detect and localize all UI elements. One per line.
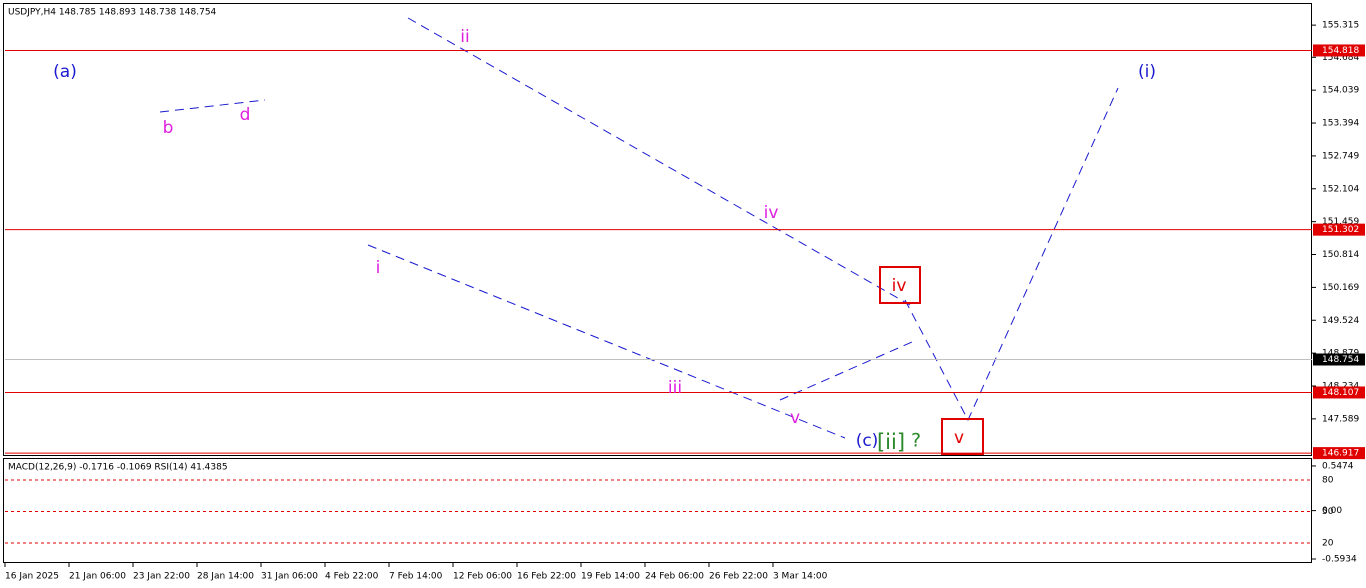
y-tick-label: 150.169 (1322, 283, 1359, 293)
y-tick-label: 150.814 (1322, 250, 1359, 260)
wave-label: iv (892, 276, 907, 296)
wave-label: ? (911, 430, 921, 452)
x-tick-label: 28 Jan 14:00 (197, 572, 254, 582)
y-tick-label: 152.749 (1322, 151, 1359, 161)
wave-label: (i) (1138, 62, 1156, 82)
y-tick-label: 151.459 (1322, 217, 1359, 227)
wave-label: ii (460, 27, 469, 47)
price-label: 148.754 (1322, 355, 1359, 365)
y2-tick-label: 0.00 (1322, 506, 1342, 516)
indicator-title: MACD(12,26,9) -0.1716 -0.1069 RSI(14) 41… (8, 463, 228, 473)
level-tag (1313, 223, 1365, 236)
annotations: (a) b d ii i iii iv v (c) [ii] ? iv v (i… (53, 27, 1156, 454)
x-tick-label: 26 Feb 22:00 (709, 572, 768, 582)
level-label: 154.818 (1322, 46, 1359, 56)
wave-label: v (790, 408, 800, 428)
lower-channel (367, 244, 846, 439)
wave-label: iii (668, 378, 682, 398)
x-tick-label: 23 Jan 22:00 (133, 572, 190, 582)
x-tick-label: 16 Feb 22:00 (517, 572, 576, 582)
y-tick-label: 154.039 (1322, 86, 1359, 96)
wave-label: iv (764, 203, 779, 223)
level-tag (1313, 447, 1365, 460)
wave-label: v (954, 428, 964, 448)
box-v (941, 418, 984, 455)
x-tick-label: 12 Feb 06:00 (453, 572, 512, 582)
wave-label: (a) (53, 62, 77, 82)
wave-label: [ii] (877, 430, 905, 454)
y-tick-label: 20 (1322, 539, 1334, 549)
y-tick-label: 155.315 (1322, 21, 1359, 31)
y-tick-label: 154.684 (1322, 53, 1359, 63)
y-tick-label: 147.589 (1322, 414, 1359, 424)
upper-channel (407, 17, 911, 306)
wave-lines (159, 17, 1119, 455)
level-label: 148.107 (1322, 388, 1359, 398)
level-tag (1313, 386, 1365, 399)
x-tick-label: 21 Jan 06:00 (69, 572, 126, 582)
x-tick-label: 4 Feb 22:00 (325, 572, 379, 582)
chart-title: USDJPY,H4 148.785 148.893 148.738 148.75… (8, 8, 217, 18)
wave-label: i (376, 258, 381, 278)
x-tick-label: 3 Mar 14:00 (773, 572, 828, 582)
x-tick-label: 31 Jan 06:00 (261, 572, 318, 582)
x-tick-label: 16 Jan 2025 (5, 572, 59, 582)
y-tick-label: 153.394 (1322, 119, 1359, 129)
level-label: 146.917 (1322, 449, 1359, 459)
triangle-line (779, 341, 913, 401)
y-tick-label: 50 (1322, 507, 1334, 517)
y-tick-label: 152.104 (1322, 184, 1359, 194)
price-tag (1313, 353, 1365, 366)
box-iv (879, 266, 921, 304)
wave-label: b (163, 118, 174, 138)
x-tick-label: 19 Feb 14:00 (581, 572, 640, 582)
wave-label: (c) (856, 431, 879, 451)
level-tag (1313, 44, 1365, 57)
level-label: 151.302 (1322, 225, 1359, 235)
bd-line (159, 99, 266, 113)
y2-tick-label: -0.5934 (1322, 555, 1357, 565)
indicator-frame (3, 458, 1312, 563)
y-tick-label: 80 (1322, 476, 1334, 486)
x-tick-label: 24 Feb 06:00 (645, 572, 704, 582)
x-tick-label: 7 Feb 14:00 (389, 572, 443, 582)
y2-tick-label: 0.5474 (1322, 461, 1354, 471)
wave-label: d (240, 105, 251, 125)
y-tick-label: 149.524 (1322, 316, 1359, 326)
